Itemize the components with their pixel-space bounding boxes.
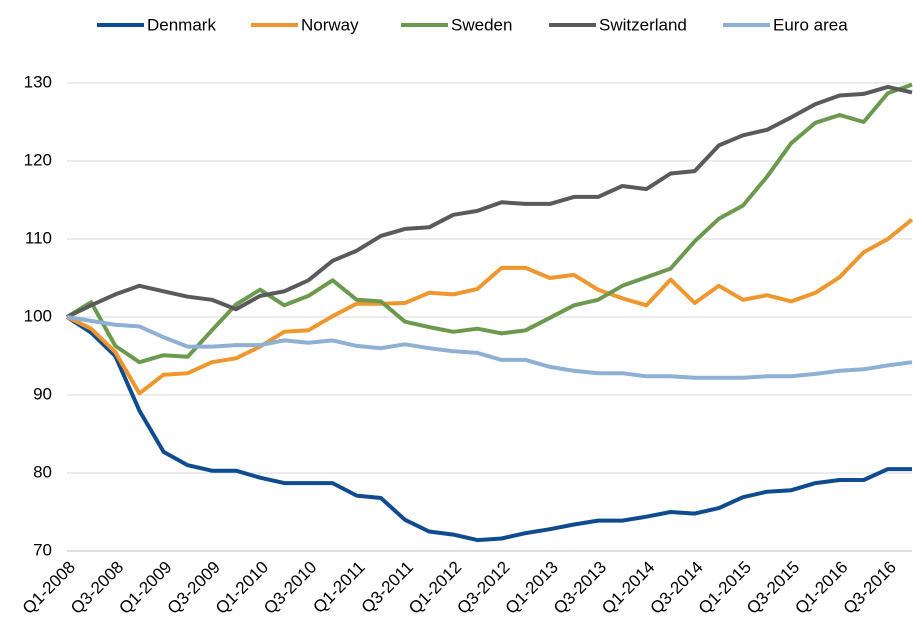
x-tick-label: Q3-2014	[646, 558, 706, 618]
legend-label: Denmark	[147, 15, 216, 34]
x-tick-label: Q3-2008	[67, 558, 127, 618]
x-tick-label: Q1-2011	[309, 558, 368, 617]
x-tick-label: Q1-2015	[695, 558, 755, 618]
y-tick-label: 70	[33, 540, 52, 559]
y-tick-label: 130	[24, 72, 52, 91]
y-tick-label: 90	[33, 384, 52, 403]
series-line	[65, 315, 912, 543]
legend-label: Sweden	[451, 15, 512, 34]
x-tick-label: Q3-2010	[260, 558, 320, 618]
series-line	[66, 84, 913, 319]
y-tick-label: 120	[24, 150, 52, 169]
x-tick-label: Q3-2012	[453, 558, 513, 618]
x-tick-label: Q3-2015	[743, 558, 803, 618]
x-tick-label: Q1-2008	[19, 558, 79, 618]
series-line	[65, 82, 913, 365]
x-tick-label: Q3-2016	[840, 558, 900, 618]
x-tick-label: Q3-2013	[550, 558, 610, 618]
x-tick-label: Q1-2010	[212, 558, 272, 618]
x-tick-label: Q1-2012	[405, 558, 465, 618]
x-tick-label: Q1-2014	[598, 558, 658, 618]
legend-label: Euro area	[773, 15, 848, 34]
x-tick-label: Q1-2013	[502, 558, 562, 618]
x-tick-label: Q1-2009	[115, 558, 175, 618]
y-tick-label: 100	[24, 306, 52, 325]
legend-label: Switzerland	[599, 15, 687, 34]
y-tick-label: 80	[33, 462, 52, 481]
x-tick-label: Q3-2009	[164, 558, 224, 618]
series-line	[66, 217, 913, 396]
legend-label: Norway	[301, 15, 359, 34]
series-line	[66, 315, 913, 380]
x-tick-label: Q1-2016	[791, 558, 851, 618]
y-tick-label: 110	[25, 228, 52, 247]
